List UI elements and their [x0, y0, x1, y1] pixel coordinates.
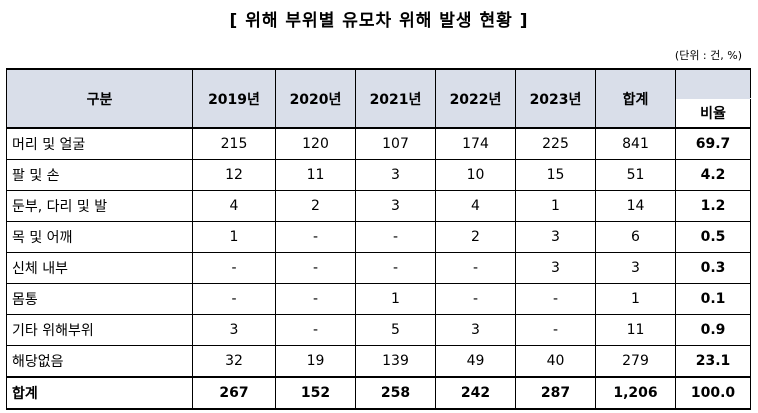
- cell-value: -: [435, 283, 516, 315]
- row-label: 몸통: [6, 283, 193, 315]
- total-ratio: 100.0: [675, 376, 751, 410]
- cell-value: -: [192, 283, 276, 315]
- table-row: 해당없음 32 19 139 49 40 279 23.1: [6, 345, 751, 378]
- row-label: 목 및 어깨: [6, 221, 193, 253]
- cell-value: 12: [192, 159, 276, 191]
- total-value: 242: [435, 376, 516, 410]
- cell-total: 6: [595, 221, 676, 253]
- cell-value: 5: [355, 314, 436, 346]
- cell-value: -: [275, 314, 356, 346]
- table-row: 머리 및 얼굴 215 120 107 174 225 841 69.7: [6, 127, 751, 160]
- cell-value: 1: [192, 221, 276, 253]
- cell-value: 49: [435, 345, 516, 378]
- cell-value: 11: [275, 159, 356, 191]
- header-ratio: 비율: [675, 98, 751, 129]
- cell-ratio: 0.1: [675, 283, 751, 315]
- cell-value: 3: [192, 314, 276, 346]
- cell-value: 174: [435, 127, 516, 160]
- cell-value: 10: [435, 159, 516, 191]
- cell-value: -: [275, 221, 356, 253]
- row-label: 기타 위해부위: [6, 314, 193, 346]
- cell-value: 3: [515, 221, 596, 253]
- table-row: 몸통 - - 1 - - 1 0.1: [6, 283, 751, 315]
- cell-value: 2: [275, 190, 356, 222]
- header-year: 2019년: [192, 68, 276, 129]
- cell-value: 19: [275, 345, 356, 378]
- cell-value: 3: [435, 314, 516, 346]
- cell-ratio: 0.9: [675, 314, 751, 346]
- table-row: 둔부, 다리 및 발 4 2 3 4 1 14 1.2: [6, 190, 751, 222]
- header-year: 2020년: [275, 68, 356, 129]
- cell-total: 3: [595, 252, 676, 284]
- cell-value: 2: [435, 221, 516, 253]
- cell-value: -: [275, 283, 356, 315]
- cell-value: -: [275, 252, 356, 284]
- injury-table: 구분 2019년 2020년 2021년 2022년 2023년 합계 비율 머…: [6, 68, 751, 410]
- total-label: 합계: [6, 376, 193, 410]
- cell-value: 3: [355, 159, 436, 191]
- table-row: 목 및 어깨 1 - - 2 3 6 0.5: [6, 221, 751, 253]
- cell-value: -: [192, 252, 276, 284]
- cell-value: 40: [515, 345, 596, 378]
- cell-value: 4: [192, 190, 276, 222]
- cell-ratio: 69.7: [675, 127, 751, 160]
- table-row: 기타 위해부위 3 - 5 3 - 11 0.9: [6, 314, 751, 346]
- header-category: 구분: [6, 68, 193, 129]
- table-row: 신체 내부 - - - - 3 3 0.3: [6, 252, 751, 284]
- cell-value: 32: [192, 345, 276, 378]
- cell-ratio: 4.2: [675, 159, 751, 191]
- total-value: 267: [192, 376, 276, 410]
- header-ratio-top: [675, 68, 751, 99]
- cell-ratio: 0.3: [675, 252, 751, 284]
- row-label: 둔부, 다리 및 발: [6, 190, 193, 222]
- header-year: 2021년: [355, 68, 436, 129]
- row-label: 머리 및 얼굴: [6, 127, 193, 160]
- total-value: 287: [515, 376, 596, 410]
- cell-total: 279: [595, 345, 676, 378]
- cell-value: -: [515, 283, 596, 315]
- cell-value: -: [515, 314, 596, 346]
- cell-total: 14: [595, 190, 676, 222]
- total-value: 152: [275, 376, 356, 410]
- row-label: 해당없음: [6, 345, 193, 378]
- header-year: 2022년: [435, 68, 516, 129]
- total-value: 258: [355, 376, 436, 410]
- cell-total: 11: [595, 314, 676, 346]
- cell-value: 15: [515, 159, 596, 191]
- cell-value: 107: [355, 127, 436, 160]
- table-row: 팔 및 손 12 11 3 10 15 51 4.2: [6, 159, 751, 191]
- cell-value: -: [355, 221, 436, 253]
- cell-total: 1: [595, 283, 676, 315]
- cell-ratio: 23.1: [675, 345, 751, 378]
- table-header-row: 구분 2019년 2020년 2021년 2022년 2023년 합계: [6, 68, 751, 129]
- cell-value: 3: [515, 252, 596, 284]
- cell-value: 3: [355, 190, 436, 222]
- header-total: 합계: [595, 68, 676, 129]
- unit-note: (단위 : 건, %): [674, 49, 742, 62]
- cell-value: -: [355, 252, 436, 284]
- row-label: 신체 내부: [6, 252, 193, 284]
- header-year: 2023년: [515, 68, 596, 129]
- table-header-row: 비율: [7, 98, 751, 129]
- cell-value: 1: [355, 283, 436, 315]
- cell-value: 4: [435, 190, 516, 222]
- page-title: [ 위해 부위별 유모차 위해 발생 현황 ]: [229, 11, 529, 31]
- table-total-row: 합계 267 152 258 242 287 1,206 100.0: [6, 376, 751, 410]
- row-label: 팔 및 손: [6, 159, 193, 191]
- cell-value: 139: [355, 345, 436, 378]
- cell-value: -: [435, 252, 516, 284]
- cell-total: 51: [595, 159, 676, 191]
- cell-ratio: 0.5: [675, 221, 751, 253]
- cell-total: 841: [595, 127, 676, 160]
- cell-value: 225: [515, 127, 596, 160]
- cell-value: 215: [192, 127, 276, 160]
- cell-value: 1: [515, 190, 596, 222]
- total-sum: 1,206: [595, 376, 676, 410]
- cell-ratio: 1.2: [675, 190, 751, 222]
- cell-value: 120: [275, 127, 356, 160]
